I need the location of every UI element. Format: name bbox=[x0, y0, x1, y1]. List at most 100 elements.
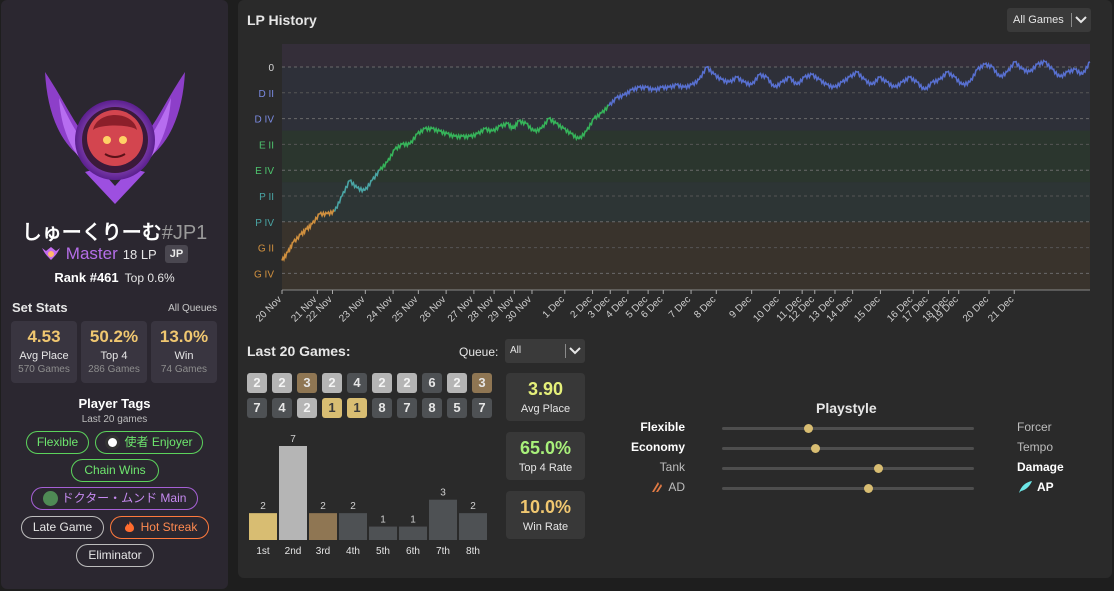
playstyle-title: Playstyle bbox=[816, 400, 877, 416]
lp-line-segment bbox=[305, 222, 313, 233]
placement-cell[interactable]: 2 bbox=[372, 373, 392, 393]
y-tick-label: D IV bbox=[255, 115, 275, 126]
playstyle-right-label: Damage bbox=[1017, 460, 1064, 474]
feather-icon bbox=[1019, 481, 1032, 493]
lp-line-segment bbox=[728, 75, 738, 85]
placement-cell[interactable]: 8 bbox=[372, 398, 392, 418]
fire-icon bbox=[124, 521, 134, 533]
histogram-bar bbox=[399, 526, 427, 540]
y-tick-label: E II bbox=[259, 140, 274, 151]
placement-cell[interactable]: 7 bbox=[472, 398, 492, 418]
tier-band-gold bbox=[282, 221, 1090, 290]
histogram-value-label: 7 bbox=[290, 434, 296, 445]
lp-line-segment bbox=[1044, 60, 1054, 71]
lp-line-segment bbox=[623, 88, 632, 98]
tag-champion-main[interactable]: ドクター・ムンド Main bbox=[31, 487, 198, 510]
master-crest-avatar bbox=[45, 72, 185, 204]
tier-name: Master bbox=[65, 244, 118, 263]
placement-cell[interactable]: 8 bbox=[422, 398, 442, 418]
lp-line-segment bbox=[683, 82, 693, 91]
top-percent: Top 0.6% bbox=[124, 271, 175, 285]
lp-line-segment bbox=[416, 126, 426, 137]
lp-line-segment bbox=[499, 121, 509, 130]
lp-line-segment bbox=[476, 126, 486, 137]
stat-win: 13.0% Win 74 Games bbox=[151, 321, 217, 383]
placement-cell[interactable]: 6 bbox=[422, 373, 442, 393]
x-tick-label: 9 Dec bbox=[728, 294, 754, 320]
lp-line-segment bbox=[1066, 66, 1076, 76]
lp-line-segment bbox=[439, 128, 449, 137]
placement-cell[interactable]: 3 bbox=[297, 373, 317, 393]
x-tick-label: 20 Dec bbox=[961, 294, 991, 324]
playstyle-knob bbox=[864, 484, 874, 493]
lp-line-segment bbox=[548, 116, 558, 126]
lp-line-segment bbox=[743, 79, 753, 88]
placement-cell[interactable]: 2 bbox=[447, 373, 467, 393]
lp-line-segment bbox=[378, 161, 388, 172]
lp-line-segment bbox=[736, 75, 745, 85]
region-badge: JP bbox=[164, 245, 189, 263]
placement-cell[interactable]: 3 bbox=[472, 373, 492, 393]
lp-line-segment bbox=[318, 210, 328, 218]
x-tick-label: 26 Nov bbox=[418, 294, 448, 324]
placement-cell[interactable]: 2 bbox=[297, 398, 317, 418]
histogram-bar bbox=[459, 513, 487, 540]
lp-line-segment bbox=[706, 65, 715, 76]
placement-cell[interactable]: 1 bbox=[322, 398, 342, 418]
tag-chain-wins[interactable]: Chain Wins bbox=[71, 459, 159, 482]
placement-cell[interactable]: 5 bbox=[447, 398, 467, 418]
placement-cell[interactable]: 2 bbox=[397, 373, 417, 393]
main-panel: LP History All Games 0 D II D IV E II E IV P … bbox=[238, 0, 1112, 578]
tag-emissary-enjoyer[interactable]: 使者 Enjoyer bbox=[95, 431, 203, 454]
lp-line-segment bbox=[333, 195, 343, 212]
placement-cell[interactable]: 1 bbox=[347, 398, 367, 418]
lp-line-segment bbox=[281, 251, 288, 262]
placement-cell[interactable]: 2 bbox=[247, 373, 267, 393]
lp-line-segment bbox=[901, 75, 911, 85]
lp-line-segment bbox=[630, 85, 640, 94]
x-tick-label: 21 Dec bbox=[986, 294, 1016, 324]
chevron-down-icon bbox=[569, 347, 581, 355]
tag-flexible[interactable]: Flexible bbox=[26, 431, 89, 454]
lp-games-filter-select[interactable]: All Games bbox=[1007, 8, 1091, 32]
lp-line-segment bbox=[1036, 59, 1046, 68]
lp-line-segment bbox=[424, 125, 433, 133]
last20-title: Last 20 Games: bbox=[247, 343, 351, 359]
lp-line-segment bbox=[386, 148, 396, 163]
y-tick-label: G II bbox=[258, 244, 274, 255]
lp-line-segment bbox=[931, 77, 941, 86]
placement-cell[interactable]: 2 bbox=[272, 373, 292, 393]
tier-bands bbox=[282, 44, 1090, 290]
placement-cell[interactable]: 7 bbox=[397, 398, 417, 418]
lp-line-segment bbox=[713, 72, 723, 82]
lp-line-segment bbox=[976, 62, 986, 72]
placement-cell[interactable]: 2 bbox=[322, 373, 342, 393]
placement-cell[interactable]: 4 bbox=[347, 373, 367, 393]
queue-select[interactable]: All bbox=[505, 339, 585, 363]
placement-cell[interactable]: 7 bbox=[247, 398, 267, 418]
set-stats-queue-label: All Queues bbox=[168, 303, 217, 314]
playstyle-left-label: AD bbox=[603, 480, 685, 494]
lp-line-segment bbox=[341, 179, 351, 197]
playstyle-knob bbox=[874, 464, 884, 473]
lp-line-segment bbox=[811, 72, 821, 82]
histogram-bar bbox=[429, 499, 457, 540]
lp-line-segment bbox=[961, 79, 971, 88]
league-points: 18 LP bbox=[122, 246, 157, 262]
histogram-value-label: 1 bbox=[380, 515, 386, 526]
lp-line-segment bbox=[533, 126, 542, 135]
lp-line-segment bbox=[1021, 66, 1031, 76]
tag-late-game[interactable]: Late Game bbox=[21, 516, 104, 539]
lp-line-segment bbox=[401, 140, 411, 149]
lp-line-segment bbox=[431, 126, 441, 135]
x-tick-label: 7 Dec bbox=[667, 294, 693, 320]
lp-line-segment bbox=[916, 81, 926, 92]
lp-line-segment bbox=[454, 132, 464, 141]
x-tick-label: 1 Dec bbox=[541, 294, 567, 320]
lp-line-segment bbox=[356, 185, 366, 194]
master-emblem-icon bbox=[41, 247, 60, 260]
tag-eliminator[interactable]: Eliminator bbox=[76, 544, 154, 567]
placement-cell[interactable]: 4 bbox=[272, 398, 292, 418]
tag-hot-streak[interactable]: Hot Streak bbox=[110, 516, 209, 539]
